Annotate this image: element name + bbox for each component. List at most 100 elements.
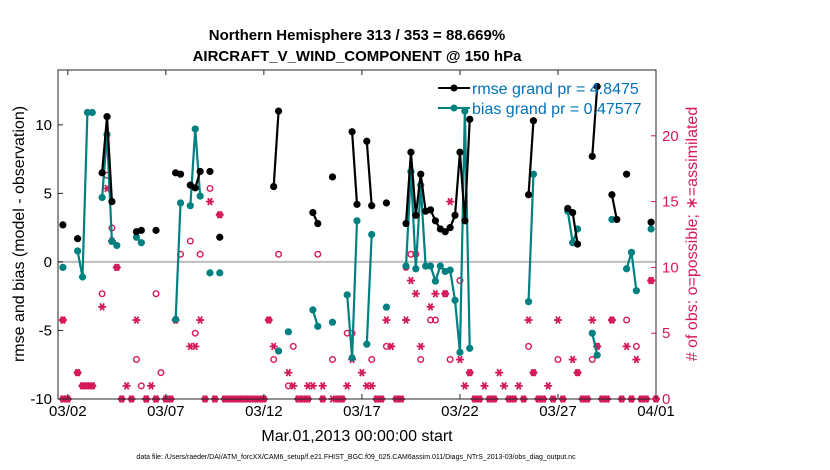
bias-point — [632, 287, 640, 295]
obs-assimilated-stroke — [290, 381, 297, 390]
obs-assimilated-marker — [308, 381, 317, 390]
obs-assimilated-marker — [455, 355, 464, 364]
obs-possible-marker — [456, 277, 464, 285]
obs-possible-marker — [270, 356, 278, 364]
bias-point — [274, 347, 283, 355]
y-axis-right-ticks: 0 5 10 15 20 — [651, 128, 679, 408]
obs-assimilated-marker — [284, 368, 293, 377]
bias-point — [309, 306, 317, 314]
rmse-point — [74, 235, 82, 243]
obs-assimilated-marker — [122, 381, 131, 390]
obs-assimilated-stroke — [99, 302, 105, 311]
obs-possible-marker — [275, 250, 283, 258]
x-tick-label: 03/02 — [49, 403, 87, 420]
rmse-point — [59, 221, 67, 229]
rmse-point — [206, 167, 214, 176]
rmse-point — [363, 137, 371, 145]
obs-assimilated-stroke — [648, 276, 654, 285]
bias-point — [176, 199, 185, 207]
rmse-point — [407, 148, 415, 156]
legend-rmse-label: rmse grand pr = 4.8475 — [472, 81, 639, 98]
data-file-footer: data file: /Users/raeder/DAI/ATM_forcXX/… — [136, 454, 576, 461]
rmse-point — [451, 211, 459, 219]
y-axis-left-ticks: -10 -5 0 5 10 — [30, 117, 63, 408]
bias-point — [426, 262, 435, 270]
legend: rmse grand pr = 4.8475 bias grand pr = 0… — [438, 81, 642, 118]
obs-assimilated-stroke — [123, 381, 130, 390]
obs-possible-marker — [98, 290, 106, 298]
bias-point — [191, 125, 199, 133]
rmse-point — [588, 152, 596, 160]
obs-assimilated-marker — [632, 355, 641, 364]
y-right-tick-label: 5 — [662, 325, 670, 342]
obs-assimilated-stroke — [388, 342, 395, 351]
bias-point — [647, 225, 655, 233]
rmse-point — [216, 233, 224, 241]
bias-point — [59, 263, 67, 271]
obs-assimilated-marker — [112, 263, 121, 272]
obs-possible-marker — [525, 342, 533, 350]
obs-assimilated-stroke — [310, 381, 316, 390]
rmse-line — [610, 194, 618, 220]
rmse-point — [314, 219, 322, 228]
obs-assimilated-stroke — [501, 381, 507, 390]
obs-assimilated-marker — [205, 197, 214, 206]
y-right-tick-label: 0 — [662, 391, 670, 408]
rmse-point — [402, 219, 410, 228]
obs-assimilated-stroke — [515, 381, 522, 390]
obs-assimilated-marker — [553, 316, 562, 324]
obs-assimilated-stroke — [265, 316, 272, 324]
obs-assimilated-marker — [406, 276, 415, 285]
rmse-point — [622, 170, 631, 178]
rmse-point — [593, 82, 601, 91]
y-axis-left-label: rmse and bias (model - observation) — [11, 106, 28, 362]
x-axis-ticks: 03/02 03/07 03/12 03/17 03/22 03/27 04/01 — [49, 70, 675, 420]
bias-point — [74, 247, 82, 255]
obs-assimilated-marker — [147, 381, 156, 390]
obs-assimilated-marker — [524, 316, 533, 324]
bias-point — [382, 303, 391, 311]
obs-assimilated-marker — [367, 381, 376, 390]
obs-assimilated-stroke — [148, 381, 154, 390]
obs-assimilated-stroke — [466, 368, 473, 377]
obs-assimilated-stroke — [427, 302, 434, 311]
obs-assimilated-stroke — [187, 342, 194, 351]
obs-assimilated-stroke — [133, 316, 140, 324]
obs-assimilated-stroke — [574, 368, 581, 377]
obs-assimilated-marker — [573, 368, 582, 377]
bias-point — [348, 354, 356, 362]
y-left-tick-label: 5 — [44, 185, 52, 202]
obs-assimilated-marker — [441, 289, 450, 298]
obs-assimilated-marker — [514, 381, 523, 390]
bias-line — [365, 234, 373, 345]
x-tick-label: 03/12 — [245, 403, 283, 420]
bias-point — [593, 351, 601, 359]
y-left-tick-label: -5 — [39, 322, 52, 339]
obs-possible-marker — [186, 237, 194, 245]
bias-line — [527, 174, 535, 302]
rmse-point — [441, 228, 449, 236]
bias-point — [113, 241, 121, 250]
obs-possible-marker — [588, 356, 596, 364]
obs-assimilated-marker — [460, 381, 469, 390]
obs-assimilated-stroke — [442, 289, 449, 298]
obs-assimilated-marker — [289, 381, 298, 390]
rmse-point — [191, 184, 199, 192]
bias-point — [172, 315, 180, 324]
bias-point — [622, 265, 631, 273]
rmse-line — [351, 131, 359, 205]
y-right-tick-label: 10 — [662, 259, 679, 276]
obs-assimilated-stroke — [569, 355, 576, 364]
obs-assimilated-stroke — [609, 316, 615, 324]
obs-possible-marker — [368, 356, 376, 364]
obs-assimilated-stroke — [623, 342, 630, 351]
bias-series — [59, 107, 655, 362]
obs-assimilated-marker — [568, 355, 577, 364]
y-left-tick-label: 0 — [44, 254, 52, 271]
bias-point — [284, 328, 292, 336]
rmse-point — [98, 169, 106, 177]
obs-possible-marker — [157, 369, 165, 377]
obs-assimilated-marker — [431, 289, 440, 298]
bias-point — [524, 298, 533, 306]
obs-assimilated-stroke — [555, 316, 561, 324]
